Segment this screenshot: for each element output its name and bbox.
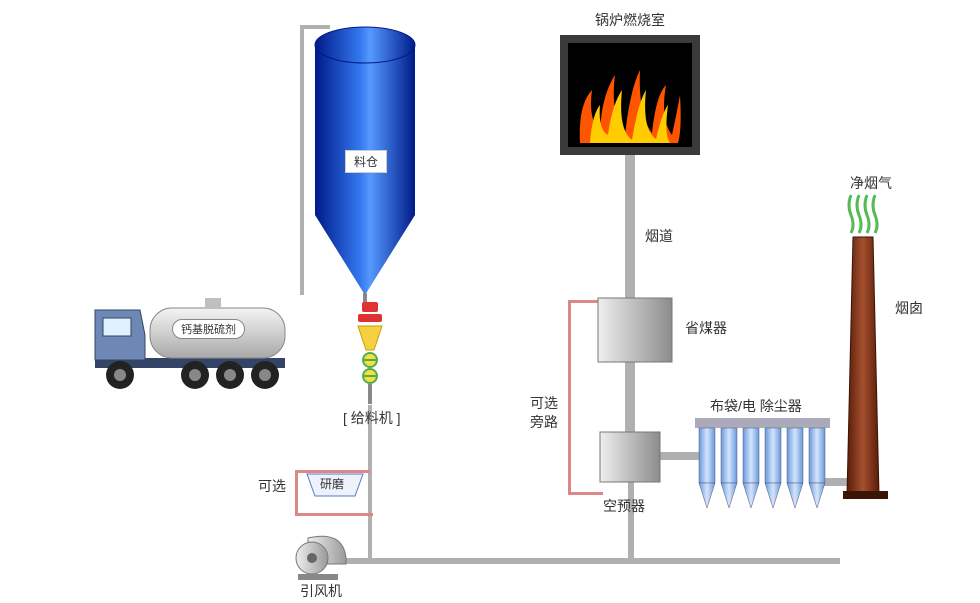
- bypass-label-1: 可选: [530, 395, 558, 412]
- grind-loop-3: [295, 513, 373, 516]
- bypass-1: [568, 300, 571, 495]
- pipe-silo-inlet-v: [300, 25, 304, 295]
- preheater-label: 空预器: [603, 498, 645, 515]
- economizer-label: 省煤器: [685, 320, 727, 337]
- dust-collector: [695, 418, 830, 513]
- furnace-title: 锅炉燃烧室: [595, 12, 665, 29]
- sorbent-tag: 钙基脱硫剂: [172, 319, 245, 339]
- bypass-label-2: 旁路: [530, 414, 558, 431]
- bypass-3: [568, 492, 603, 495]
- pipe-main-bottom: [340, 558, 840, 564]
- pipe-up-to-preheater: [628, 480, 634, 562]
- economizer: [598, 298, 672, 362]
- optional-label: 可选: [258, 478, 286, 495]
- silo-label: 料仓: [345, 150, 387, 173]
- fan-label: 引风机: [300, 583, 342, 600]
- feeder-label: [ 给料机 ]: [343, 410, 401, 427]
- flue-label: 烟道: [645, 228, 673, 245]
- stack: [843, 195, 888, 500]
- clean-gas-label: 净烟气: [850, 175, 892, 192]
- dust-label: 布袋/电 除尘器: [710, 398, 802, 415]
- fan: [288, 530, 358, 585]
- diagram-stage: 料仓 [ 给料机 ] 可选 研磨: [0, 0, 980, 603]
- air-preheater: [600, 432, 660, 482]
- pipe-feeder-down: [368, 405, 372, 560]
- feeder-assembly: [350, 300, 390, 405]
- pipe-flue-down: [625, 155, 635, 435]
- grind-label: 研磨: [320, 477, 344, 491]
- grind-loop-1: [295, 470, 298, 515]
- stack-label: 烟囱: [895, 300, 923, 317]
- furnace: [560, 35, 700, 155]
